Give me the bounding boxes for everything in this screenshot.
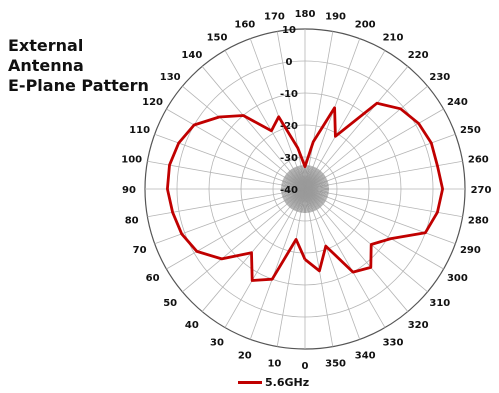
angle-tick-label: 220	[408, 50, 429, 61]
grid-spoke	[304, 188, 444, 270]
polar-grid	[144, 28, 466, 350]
angle-tick-label: 300	[447, 273, 468, 284]
angle-tick-label: 310	[429, 298, 450, 309]
angle-tick-label: 210	[383, 33, 404, 44]
angle-tick-label: 120	[142, 97, 163, 108]
angle-tick-label: 100	[121, 154, 142, 165]
angle-tick-label: 140	[181, 50, 202, 61]
chart-title-line-2: Antenna	[8, 56, 84, 75]
angle-tick-label: 350	[325, 358, 346, 369]
legend-swatch	[238, 380, 262, 384]
angle-tick-label: 50	[163, 298, 177, 309]
angle-tick-label: 200	[355, 20, 376, 31]
radial-tick-label: 0	[286, 57, 293, 68]
radial-tick-label: -30	[280, 153, 298, 164]
angle-tick-label: 0	[302, 361, 309, 372]
angle-tick-label: 150	[207, 33, 228, 44]
grid-spoke	[249, 188, 306, 340]
angle-tick-label: 130	[160, 72, 181, 83]
series-layer	[165, 101, 445, 282]
grid-spoke	[182, 85, 306, 190]
grid-hub-spoke	[304, 188, 307, 213]
angle-tick-label: 30	[210, 337, 224, 348]
grid-spoke	[304, 85, 428, 190]
angle-tick-label: 170	[264, 12, 285, 23]
angle-tick-label: 40	[185, 320, 199, 331]
angle-tick-label: 330	[383, 337, 404, 348]
grid-spoke	[154, 188, 306, 245]
angle-tick-label: 290	[460, 245, 481, 256]
angle-tick-label: 250	[460, 125, 481, 136]
angle-tick-label: 280	[468, 216, 489, 227]
angle-tick-label: 260	[468, 154, 489, 165]
radial-tick-label: -40	[280, 185, 298, 196]
radial-tick-label: -10	[280, 89, 298, 100]
angle-tick-label: 190	[325, 12, 346, 23]
grid-spoke	[304, 188, 456, 245]
grid-spoke	[182, 188, 306, 293]
grid-spoke	[304, 188, 386, 328]
grid-spoke	[224, 50, 306, 190]
grid-spoke	[304, 188, 361, 340]
grid-spoke	[166, 188, 306, 270]
angle-tick-label: 60	[146, 273, 160, 284]
grid-spoke	[166, 108, 306, 190]
grid-spoke	[201, 66, 306, 190]
grid-spoke	[276, 31, 306, 190]
grid-spoke	[249, 38, 306, 190]
chart-title: External Antenna E-Plane Pattern	[8, 36, 149, 96]
radial-tick-labels: -40 -30 -20 -10 0 10	[280, 25, 298, 196]
radial-tick-label: 10	[282, 25, 296, 36]
angle-tick-label: 320	[408, 320, 429, 331]
grid-spoke	[304, 188, 428, 293]
grid-spoke	[276, 188, 306, 347]
angle-tick-label: 240	[447, 97, 468, 108]
chart-title-line-3: E-Plane Pattern	[8, 76, 149, 95]
angle-tick-label: 110	[129, 125, 150, 136]
angle-tick-label: 340	[355, 350, 376, 361]
angle-tick-label: 80	[125, 216, 139, 227]
angle-tick-label: 10	[267, 358, 281, 369]
grid-spoke	[304, 50, 386, 190]
angle-tick-label: 90	[122, 185, 136, 196]
grid-spoke	[304, 66, 409, 190]
angle-tick-label: 230	[429, 72, 450, 83]
radial-tick-label: -20	[280, 121, 298, 132]
angle-tick-label: 20	[238, 350, 252, 361]
grid-spoke	[224, 188, 306, 328]
grid-spoke	[201, 188, 306, 312]
grid-spoke	[304, 108, 444, 190]
legend: 5.6GHz	[238, 375, 309, 389]
angle-tick-label: 70	[133, 245, 147, 256]
grid-spoke	[304, 188, 409, 312]
angle-tick-label: 270	[471, 185, 492, 196]
grid-spoke	[304, 31, 334, 190]
legend-label: 5.6GHz	[265, 375, 310, 389]
angle-tick-label: 180	[295, 9, 316, 20]
angle-tick-labels: 0102030405060708090100110120130140150160…	[121, 9, 491, 372]
chart-title-line-1: External	[8, 36, 84, 55]
grid-spoke	[147, 160, 306, 190]
angle-tick-label: 160	[234, 20, 255, 31]
series-line-5.6GHz	[165, 101, 445, 282]
